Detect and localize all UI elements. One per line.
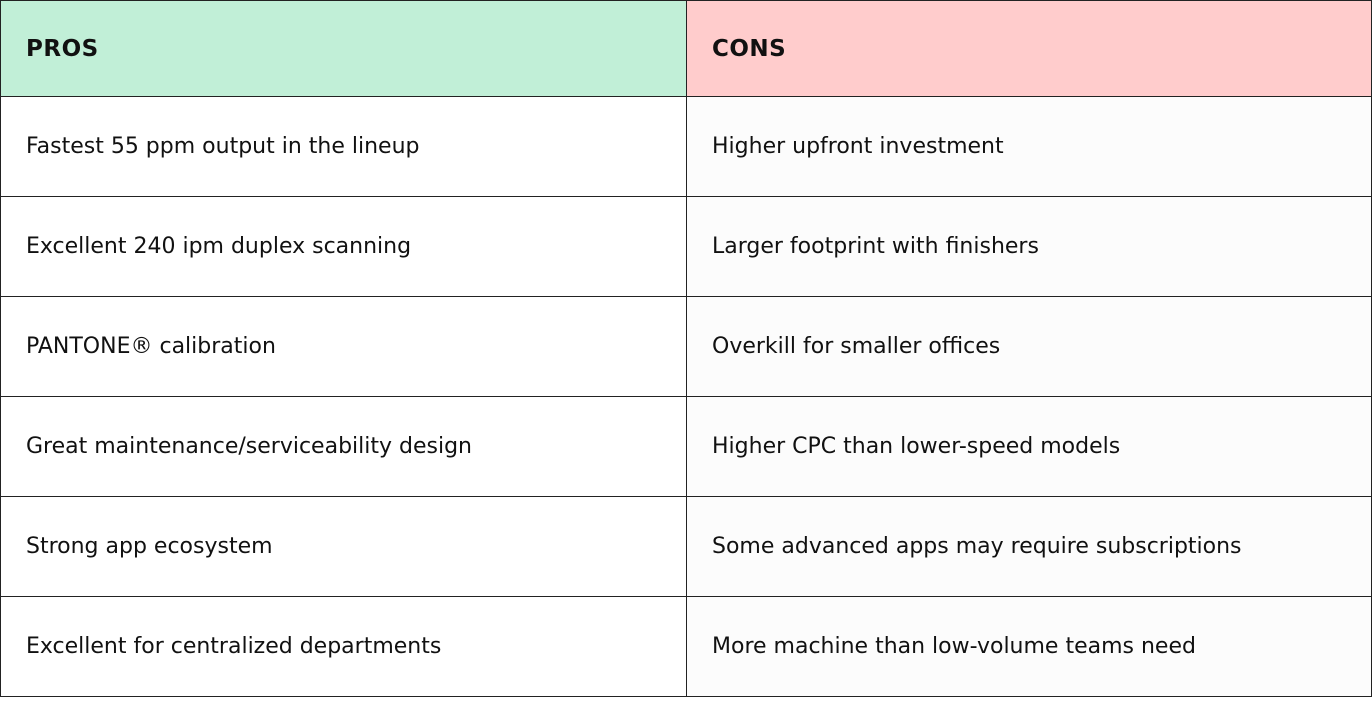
con-cell: More machine than low-volume teams need [686,596,1372,697]
con-cell: Some advanced apps may require subscript… [686,496,1372,597]
pro-cell: PANTONE® calibration [0,296,687,397]
table-row: Great maintenance/serviceability design … [0,396,1372,497]
table-row: Fastest 55 ppm output in the lineup High… [0,96,1372,197]
con-cell: Higher upfront investment [686,96,1372,197]
header-row: PROS CONS [0,0,1372,97]
cons-header: CONS [686,0,1372,97]
pro-cell: Excellent for centralized departments [0,596,687,697]
table-row: Excellent for centralized departments Mo… [0,596,1372,697]
con-cell: Overkill for smaller offices [686,296,1372,397]
pro-cell: Fastest 55 ppm output in the lineup [0,96,687,197]
pro-cell: Strong app ecosystem [0,496,687,597]
pro-cell: Excellent 240 ipm duplex scanning [0,196,687,297]
con-cell: Larger footprint with finishers [686,196,1372,297]
table-row: Strong app ecosystem Some advanced apps … [0,496,1372,597]
pros-header: PROS [0,0,687,97]
table-row: Excellent 240 ipm duplex scanning Larger… [0,196,1372,297]
pro-cell: Great maintenance/serviceability design [0,396,687,497]
table-row: PANTONE® calibration Overkill for smalle… [0,296,1372,397]
con-cell: Higher CPC than lower-speed models [686,396,1372,497]
